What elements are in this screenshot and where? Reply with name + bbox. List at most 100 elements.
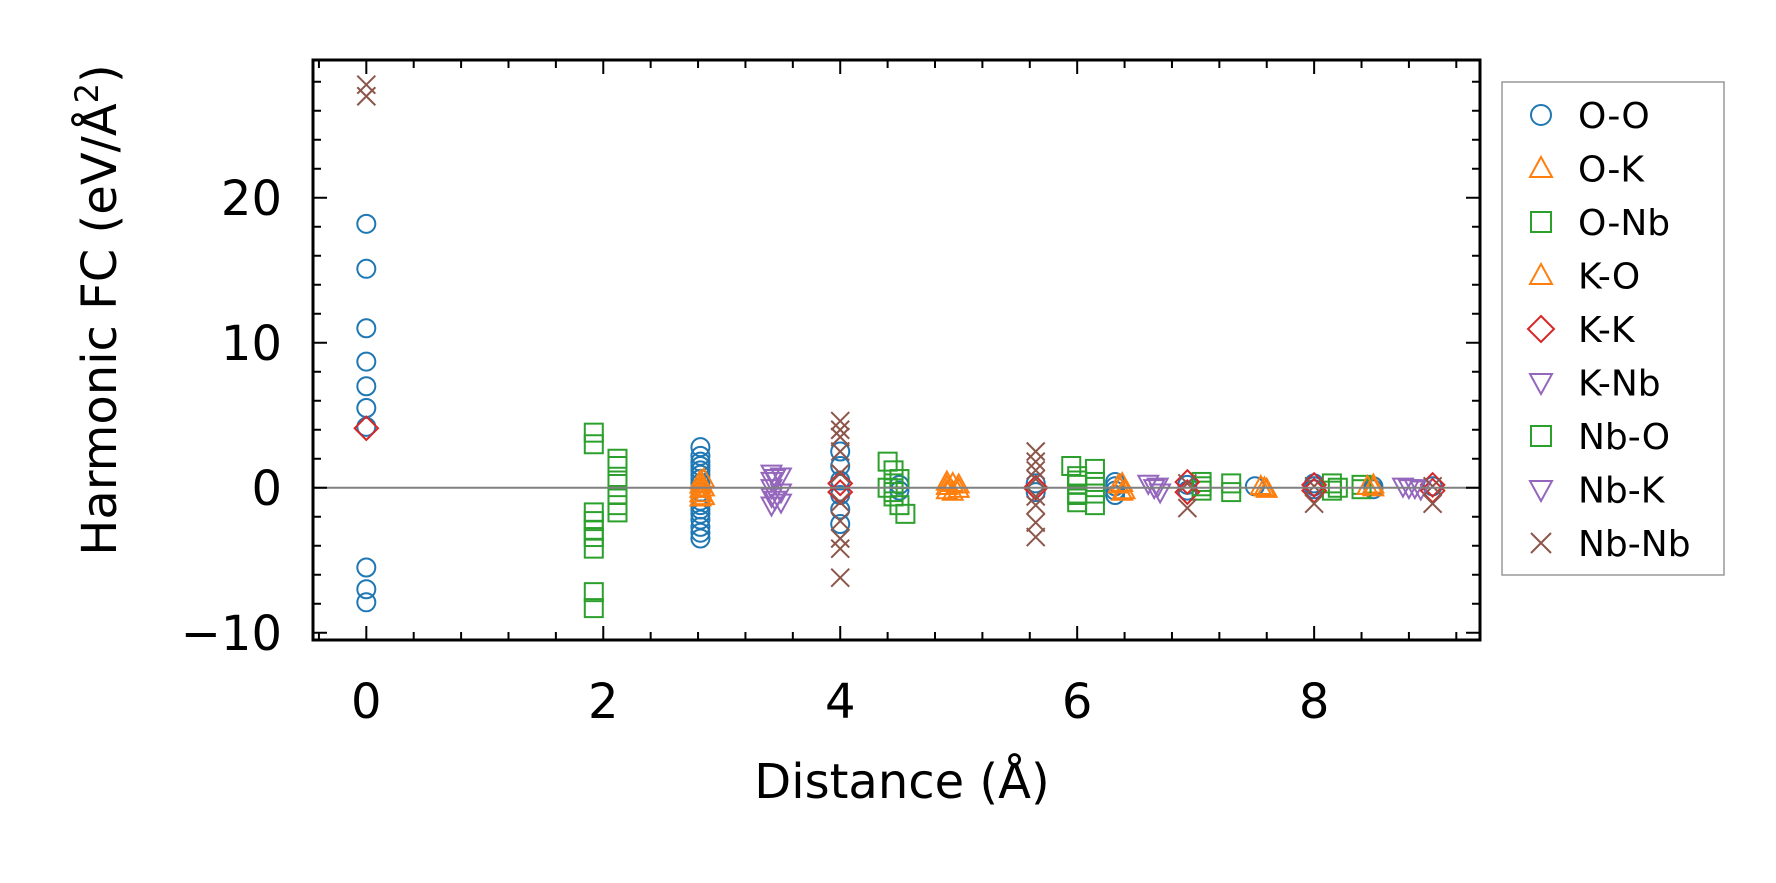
point-o-nb — [1084, 495, 1105, 516]
x-tick-label: 4 — [825, 674, 856, 730]
point-o-k — [1361, 475, 1385, 497]
point-o-nb — [1084, 458, 1105, 479]
point-o-o — [830, 499, 851, 520]
x-axis-label: Distance (Å) — [754, 753, 1049, 810]
point-k-o — [692, 475, 716, 497]
point-k-o — [692, 484, 716, 506]
x-tick-label: 0 — [351, 674, 382, 730]
point-k-o — [941, 479, 965, 501]
point-k-k — [1301, 471, 1328, 498]
legend-marker-o-k — [1528, 154, 1554, 178]
point-o-nb — [1321, 480, 1342, 501]
point-o-k — [935, 469, 959, 491]
legend-marker-nb-nb — [1530, 532, 1552, 554]
point-o-nb — [583, 422, 604, 443]
y-axis-label-close: ) — [72, 64, 128, 83]
y-tick-label: 10 — [221, 316, 282, 372]
point-nb-k — [763, 490, 787, 512]
point-o-nb — [583, 527, 604, 548]
point-o-nb — [607, 495, 628, 516]
point-o-o — [1025, 482, 1046, 503]
point-o-nb — [607, 448, 628, 469]
point-o-nb — [607, 502, 628, 523]
axis-ticks — [313, 60, 1480, 640]
point-nb-k — [1397, 479, 1421, 501]
y-tick-label: 20 — [221, 171, 282, 227]
point-o-nb — [583, 538, 604, 559]
point-o-o — [690, 516, 711, 537]
point-nb-nb — [830, 567, 850, 588]
point-nb-nb — [1026, 460, 1046, 481]
point-o-o — [356, 579, 377, 600]
point-o-nb — [895, 503, 916, 524]
x-tick-labels: 0 2 4 6 8 — [351, 674, 1329, 730]
point-nb-nb — [830, 463, 850, 483]
point-nb-nb — [1177, 473, 1198, 494]
legend-label-o-o: O-O — [1578, 96, 1650, 137]
legend-label-nb-k: Nb-K — [1578, 471, 1666, 512]
point-o-o — [690, 522, 711, 543]
point-o-o — [356, 592, 377, 613]
point-nb-nb — [830, 511, 850, 531]
point-nb-nb — [830, 492, 850, 512]
legend-label-k-nb: K-Nb — [1578, 364, 1661, 405]
point-k-o — [1110, 470, 1134, 493]
point-o-o — [356, 557, 377, 578]
y-axis-label: Harmonic FC (eV/Å2) — [68, 64, 128, 556]
legend-marker-k-o — [1528, 261, 1554, 285]
point-nb-nb — [1026, 527, 1046, 547]
point-nb-nb — [1026, 512, 1046, 533]
y-tick-label: 0 — [251, 461, 282, 517]
point-k-nb — [769, 483, 793, 505]
point-nb-nb — [1026, 469, 1046, 489]
point-nb-nb — [1304, 493, 1324, 514]
point-o-o — [830, 514, 851, 534]
point-o-o — [356, 318, 377, 339]
x-tick-label: 6 — [1062, 674, 1093, 730]
point-o-nb — [1351, 479, 1372, 500]
legend-frame — [1501, 81, 1725, 576]
point-o-o — [356, 398, 377, 418]
point-o-o — [356, 351, 377, 372]
point-nb-nb — [1422, 493, 1443, 514]
point-o-nb — [583, 598, 604, 619]
point-o-o — [690, 528, 711, 549]
point-nb-o — [883, 482, 904, 503]
point-k-k — [353, 415, 380, 442]
legend-marker-o-nb — [1530, 211, 1552, 233]
point-o-k — [688, 485, 713, 507]
point-nb-nb — [830, 411, 850, 431]
point-o-o — [889, 480, 910, 501]
point-k-o — [1355, 473, 1380, 495]
point-nb-nb — [830, 441, 850, 462]
point-nb-o — [1191, 476, 1212, 497]
point-k-o — [1110, 479, 1134, 501]
point-nb-nb — [1177, 498, 1198, 518]
plot-frame — [311, 58, 1482, 642]
point-o-o — [356, 376, 377, 397]
point-o-nb — [1221, 482, 1242, 503]
point-o-nb — [583, 582, 604, 603]
point-nb-nb — [1422, 476, 1443, 497]
data-marks — [353, 74, 1446, 619]
point-nb-nb — [830, 420, 850, 440]
y-tick-label: −10 — [181, 606, 282, 662]
legend-label-o-nb: O-Nb — [1578, 203, 1670, 244]
legend-marker-nb-o — [1530, 425, 1552, 447]
point-o-o — [830, 456, 851, 476]
point-nb-nb — [356, 86, 377, 106]
point-nb-o — [1067, 470, 1088, 491]
point-nb-nb — [1026, 451, 1046, 472]
point-o-k — [1361, 472, 1385, 494]
legend-marker-k-nb — [1528, 373, 1554, 397]
point-nb-o — [1067, 485, 1088, 505]
point-nb-nb — [1304, 476, 1324, 497]
legend-label-nb-nb: Nb-Nb — [1578, 524, 1691, 565]
point-k-nb — [769, 493, 793, 515]
point-o-nb — [607, 470, 628, 491]
point-k-k — [1022, 474, 1049, 501]
point-o-nb — [583, 434, 604, 455]
point-nb-nb — [830, 427, 850, 447]
legend-label-k-o: K-O — [1578, 257, 1640, 298]
